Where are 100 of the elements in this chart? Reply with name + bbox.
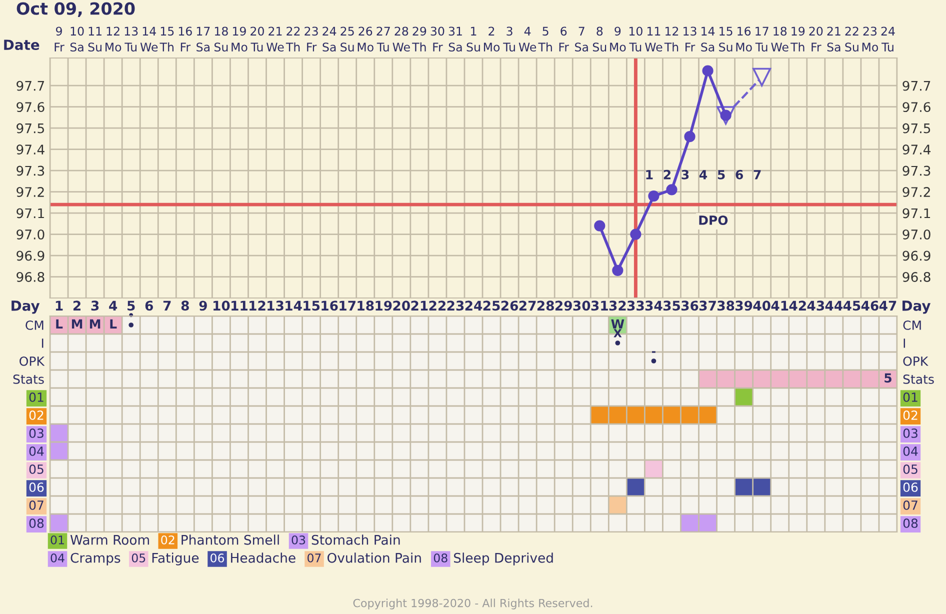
x-tick-label: 27: [519, 300, 536, 310]
point: [630, 228, 642, 240]
y-tick-label: 97.0: [16, 230, 44, 240]
annotation: DPO: [699, 216, 728, 225]
y2-tick-label: I: [904, 338, 906, 348]
y-tick-label: I: [42, 338, 44, 348]
x-tick-label: 31 Sa: [448, 26, 462, 52]
annotation: M: [72, 319, 82, 328]
text: Sleep Deprived: [454, 552, 553, 566]
annotation: 2: [664, 170, 670, 180]
x-tick-label: 11 We: [644, 26, 662, 52]
x-tick-label: 8: [181, 300, 189, 311]
x-tick-label: 19: [376, 300, 392, 311]
x-tick-label: 34: [645, 300, 662, 311]
y-tick-label: 97.7: [16, 80, 44, 91]
y-tick-label: 04: [29, 446, 44, 456]
category-label: 06: [210, 553, 224, 562]
x-tick-label: 14 We: [140, 26, 158, 52]
x-tick-label: 28: [537, 300, 554, 311]
y2-tick-label: OPK: [903, 356, 928, 366]
text: Cramps: [70, 552, 120, 566]
y2-tick-label: 97.6: [902, 102, 930, 112]
annotation: 1: [646, 170, 653, 180]
x-tick-label: 24: [465, 300, 482, 310]
x-tick-label: 21 Sa: [827, 26, 840, 52]
y2-tick-label: 97.0: [902, 230, 930, 240]
x-tick-label: 6: [145, 300, 153, 311]
x-tick-label: 29: [555, 300, 572, 311]
annotation: 7: [754, 170, 761, 180]
x-axis-title: Day: [902, 300, 931, 314]
y-tick-label: 02: [29, 410, 44, 420]
x-tick-label: 11 Su: [88, 26, 102, 52]
y-tick-label: 05: [29, 464, 44, 474]
x-tick-label: 9: [199, 300, 207, 311]
annotation: W: [611, 319, 624, 328]
y2-tick-label: 97.3: [902, 166, 930, 176]
x-tick-label: 42: [789, 300, 806, 310]
x-tick-label: 13: [268, 300, 284, 311]
y2-tick-label: 97.1: [902, 208, 930, 218]
x-tick-label: 45: [843, 300, 860, 311]
category-label: 07: [308, 553, 321, 562]
category-label: 01: [50, 535, 64, 544]
y2-tick-label: Stats: [903, 374, 934, 384]
x-tick-label: 20: [393, 300, 410, 311]
x-tick-label: 15 Th: [160, 26, 174, 52]
x-tick-label: 22 Th: [286, 26, 300, 52]
category-label: 02: [161, 535, 174, 544]
x-tick-label: 23 Fr: [304, 26, 318, 52]
text: Headache: [231, 552, 296, 563]
y2-tick-label: 96.9: [902, 250, 930, 261]
y-tick-label: 97.1: [16, 208, 44, 218]
point: [702, 65, 714, 76]
x-tick-label: 21: [411, 300, 428, 310]
x-tick-label: 6 Fr: [559, 26, 569, 52]
category-label: 04: [50, 553, 64, 562]
x-tick-label: 47: [879, 300, 896, 310]
x-tick-label: 4: [109, 300, 118, 310]
y2-tick-label: 02: [903, 410, 918, 420]
y-tick-label: CM: [26, 320, 44, 330]
x-tick-label: 23: [447, 300, 464, 311]
x-tick-label: 36: [681, 300, 698, 311]
y-tick-label: 97.5: [16, 123, 44, 134]
x-tick-label: 14: [286, 300, 302, 310]
x-tick-label: 46: [861, 300, 878, 311]
y-tick-label: 97.3: [16, 166, 44, 176]
text: Phantom Smell: [182, 534, 279, 545]
x-tick-label: 41: [771, 300, 788, 310]
annotation: 4: [699, 170, 708, 180]
x-tick-label: 10 Sa: [70, 26, 84, 52]
x-tick-label: 32: [609, 300, 626, 311]
x-tick-label: 16 Fr: [178, 26, 192, 52]
x-tick-label: 12 Th: [664, 26, 678, 52]
x-tick-label: 25 Su: [340, 26, 354, 52]
x-tick-label: 30: [573, 300, 590, 311]
y2-tick-label: CM: [903, 320, 921, 330]
x-tick-label: 16 Mo: [736, 26, 752, 52]
point: [684, 131, 696, 142]
y-tick-label: 97.4: [16, 144, 44, 155]
x-tick-label: 4 We: [518, 26, 536, 52]
category-label: 08: [434, 553, 448, 562]
x-tick-label: 10: [214, 300, 230, 311]
x-tick-label: 10 Tu: [629, 26, 642, 52]
text: Copyright 1998-2020 - All Rights Reserved.: [353, 598, 592, 610]
y-tick-label: 07: [29, 500, 44, 510]
annotation: M: [90, 319, 100, 328]
x-tick-label: 33: [627, 300, 644, 311]
y-tick-label: 06: [29, 482, 44, 492]
x-tick-label: 17: [340, 300, 356, 310]
x-tick-label: 44: [825, 300, 842, 310]
x-tick-label: 3 Tu: [503, 26, 515, 52]
annotation: 6: [736, 170, 743, 180]
category-label: 03: [292, 535, 306, 544]
y2-tick-label: 97.2: [902, 187, 930, 198]
text: Stomach Pain: [312, 534, 400, 545]
data-label: -: [652, 351, 656, 353]
x-tick-label: 19 Mo: [232, 26, 248, 52]
y2-tick-label: 07: [903, 500, 918, 510]
point: [648, 190, 660, 202]
y2-tick-label: 97.4: [902, 144, 930, 155]
text: Warm Room: [70, 535, 149, 545]
